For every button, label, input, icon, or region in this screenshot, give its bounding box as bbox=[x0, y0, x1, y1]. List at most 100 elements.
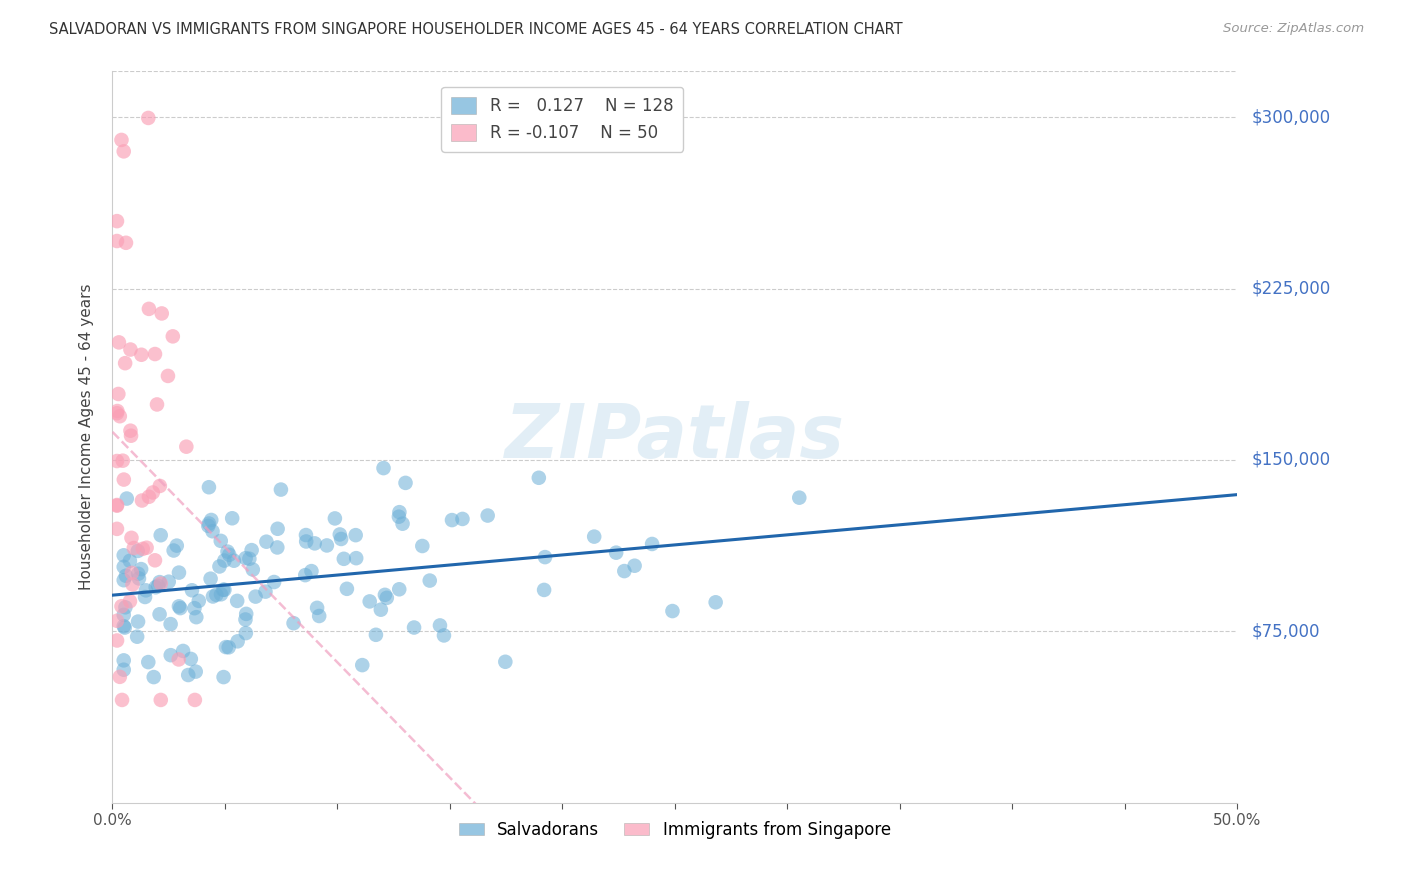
Point bbox=[127, 630, 149, 644]
Point bbox=[150, 306, 173, 320]
Point bbox=[477, 508, 499, 523]
Point bbox=[374, 588, 396, 602]
Point bbox=[112, 619, 135, 633]
Point bbox=[105, 454, 128, 468]
Point bbox=[186, 610, 208, 624]
Point bbox=[226, 594, 249, 608]
Point bbox=[169, 601, 191, 615]
Point bbox=[214, 553, 236, 567]
Point bbox=[419, 574, 441, 588]
Point bbox=[156, 368, 179, 383]
Point bbox=[108, 335, 131, 350]
Point bbox=[373, 461, 395, 475]
Point bbox=[235, 613, 257, 627]
Point bbox=[323, 511, 346, 525]
Point bbox=[263, 574, 285, 589]
Point bbox=[112, 573, 135, 587]
Point bbox=[142, 485, 165, 500]
Point bbox=[149, 528, 172, 542]
Point bbox=[330, 532, 353, 546]
Point bbox=[181, 583, 204, 598]
Point bbox=[135, 583, 157, 598]
Point bbox=[214, 582, 236, 597]
Point bbox=[295, 528, 318, 542]
Point bbox=[198, 480, 221, 494]
Point bbox=[118, 554, 141, 568]
Point bbox=[304, 536, 326, 550]
Point bbox=[527, 471, 550, 485]
Point bbox=[205, 588, 228, 602]
Point bbox=[494, 655, 516, 669]
Point bbox=[394, 475, 416, 490]
Point bbox=[235, 607, 257, 621]
Point bbox=[108, 409, 131, 424]
Point bbox=[162, 329, 184, 343]
Point bbox=[242, 563, 264, 577]
Point bbox=[146, 579, 169, 593]
Point bbox=[218, 640, 240, 655]
Point bbox=[661, 604, 683, 618]
Point bbox=[201, 524, 224, 539]
Point bbox=[238, 551, 260, 566]
Point bbox=[388, 505, 411, 519]
Point bbox=[105, 633, 128, 648]
Point bbox=[352, 658, 374, 673]
Point bbox=[623, 558, 645, 573]
Point bbox=[118, 594, 141, 608]
Point bbox=[336, 582, 359, 596]
Point bbox=[129, 562, 152, 576]
Point bbox=[159, 648, 181, 663]
Point bbox=[226, 634, 249, 648]
Point bbox=[391, 516, 413, 531]
Point bbox=[108, 670, 131, 684]
Point bbox=[183, 601, 205, 615]
Point bbox=[208, 559, 231, 574]
Point bbox=[172, 644, 194, 658]
Point bbox=[112, 473, 135, 487]
Point bbox=[143, 553, 166, 567]
Point bbox=[159, 617, 181, 632]
Point bbox=[266, 522, 288, 536]
Point bbox=[209, 533, 232, 548]
Point bbox=[111, 453, 134, 467]
Point bbox=[127, 615, 149, 629]
Point bbox=[112, 607, 135, 622]
Point bbox=[143, 347, 166, 361]
Point bbox=[163, 543, 186, 558]
Point bbox=[333, 551, 356, 566]
Point bbox=[121, 577, 143, 591]
Point bbox=[198, 516, 221, 531]
Point bbox=[105, 522, 128, 536]
Point bbox=[329, 527, 352, 541]
Point bbox=[294, 568, 316, 582]
Point bbox=[184, 693, 207, 707]
Point bbox=[235, 626, 257, 640]
Point bbox=[283, 616, 305, 631]
Point bbox=[149, 693, 172, 707]
Point bbox=[197, 519, 219, 533]
Text: ZIPatlas: ZIPatlas bbox=[505, 401, 845, 474]
Point bbox=[132, 541, 155, 556]
Point bbox=[315, 538, 337, 552]
Point bbox=[388, 509, 411, 524]
Point bbox=[149, 576, 172, 591]
Point bbox=[146, 397, 169, 411]
Point bbox=[110, 133, 132, 147]
Point bbox=[112, 145, 135, 159]
Point bbox=[295, 534, 318, 549]
Point bbox=[142, 670, 165, 684]
Point bbox=[136, 111, 159, 125]
Point bbox=[131, 348, 153, 362]
Point bbox=[402, 620, 425, 634]
Point bbox=[266, 541, 288, 555]
Point bbox=[120, 424, 142, 438]
Point bbox=[157, 574, 180, 589]
Point bbox=[440, 513, 463, 527]
Point bbox=[308, 609, 330, 624]
Point bbox=[112, 560, 135, 574]
Legend: Salvadorans, Immigrants from Singapore: Salvadorans, Immigrants from Singapore bbox=[453, 814, 897, 846]
Point bbox=[138, 490, 160, 504]
Y-axis label: Householder Income Ages 45 - 64 years: Householder Income Ages 45 - 64 years bbox=[79, 284, 94, 591]
Point bbox=[344, 528, 367, 542]
Point bbox=[112, 549, 135, 563]
